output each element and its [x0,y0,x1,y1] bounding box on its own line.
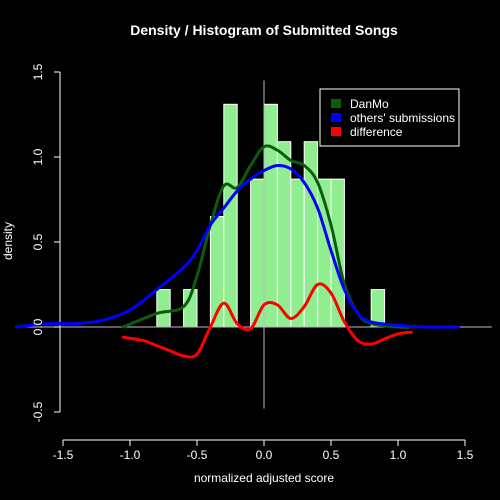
x-tick-label: -1.5 [53,448,74,462]
y-tick-label: 1.5 [31,63,45,80]
x-tick-label: 1.5 [457,448,474,462]
legend-box [319,88,460,147]
x-tick-label: -1.0 [120,448,141,462]
tick-labels: -1.5 -1.0 -0.5 0.0 0.5 1.0 1.5 -0.5 0.0 0.5 1.0 1.5 [31,63,474,462]
legend-swatch-danmo [331,99,341,108]
histogram-bar [276,141,292,328]
histogram-bar [156,289,171,328]
legend-label-others-submissions: others' submissions [350,111,455,125]
histogram-bar [290,178,305,328]
density-curves [14,144,460,359]
y-tick-label: -0.5 [31,401,45,422]
histogram-bar [223,103,238,328]
x-axis-label: normalized adjusted score [194,471,334,485]
legend-label-danmo: DanMo [350,97,389,111]
x-tick-label: 1.0 [390,448,407,462]
legend-label-difference: difference [350,125,403,139]
series-line-others-submissions [14,163,460,329]
x-tick-label: -0.5 [187,448,208,462]
histogram-bar [263,103,278,328]
histogram-bar [303,141,319,328]
series-line-difference [121,282,413,359]
x-tick-label: 0.5 [323,448,340,462]
chart-title: Density / Histogram of Submitted Songs [130,22,398,38]
y-tick-label: 1.0 [31,148,45,165]
y-tick-label: 0.5 [31,233,45,250]
y-axis-label: density [1,222,15,260]
legend-swatch-others-submissions [331,113,341,122]
legend-swatch-difference [331,127,341,136]
histogram-bar [250,178,265,328]
y-tick-label: 0.0 [31,318,45,335]
x-tick-label: 0.0 [256,448,273,462]
